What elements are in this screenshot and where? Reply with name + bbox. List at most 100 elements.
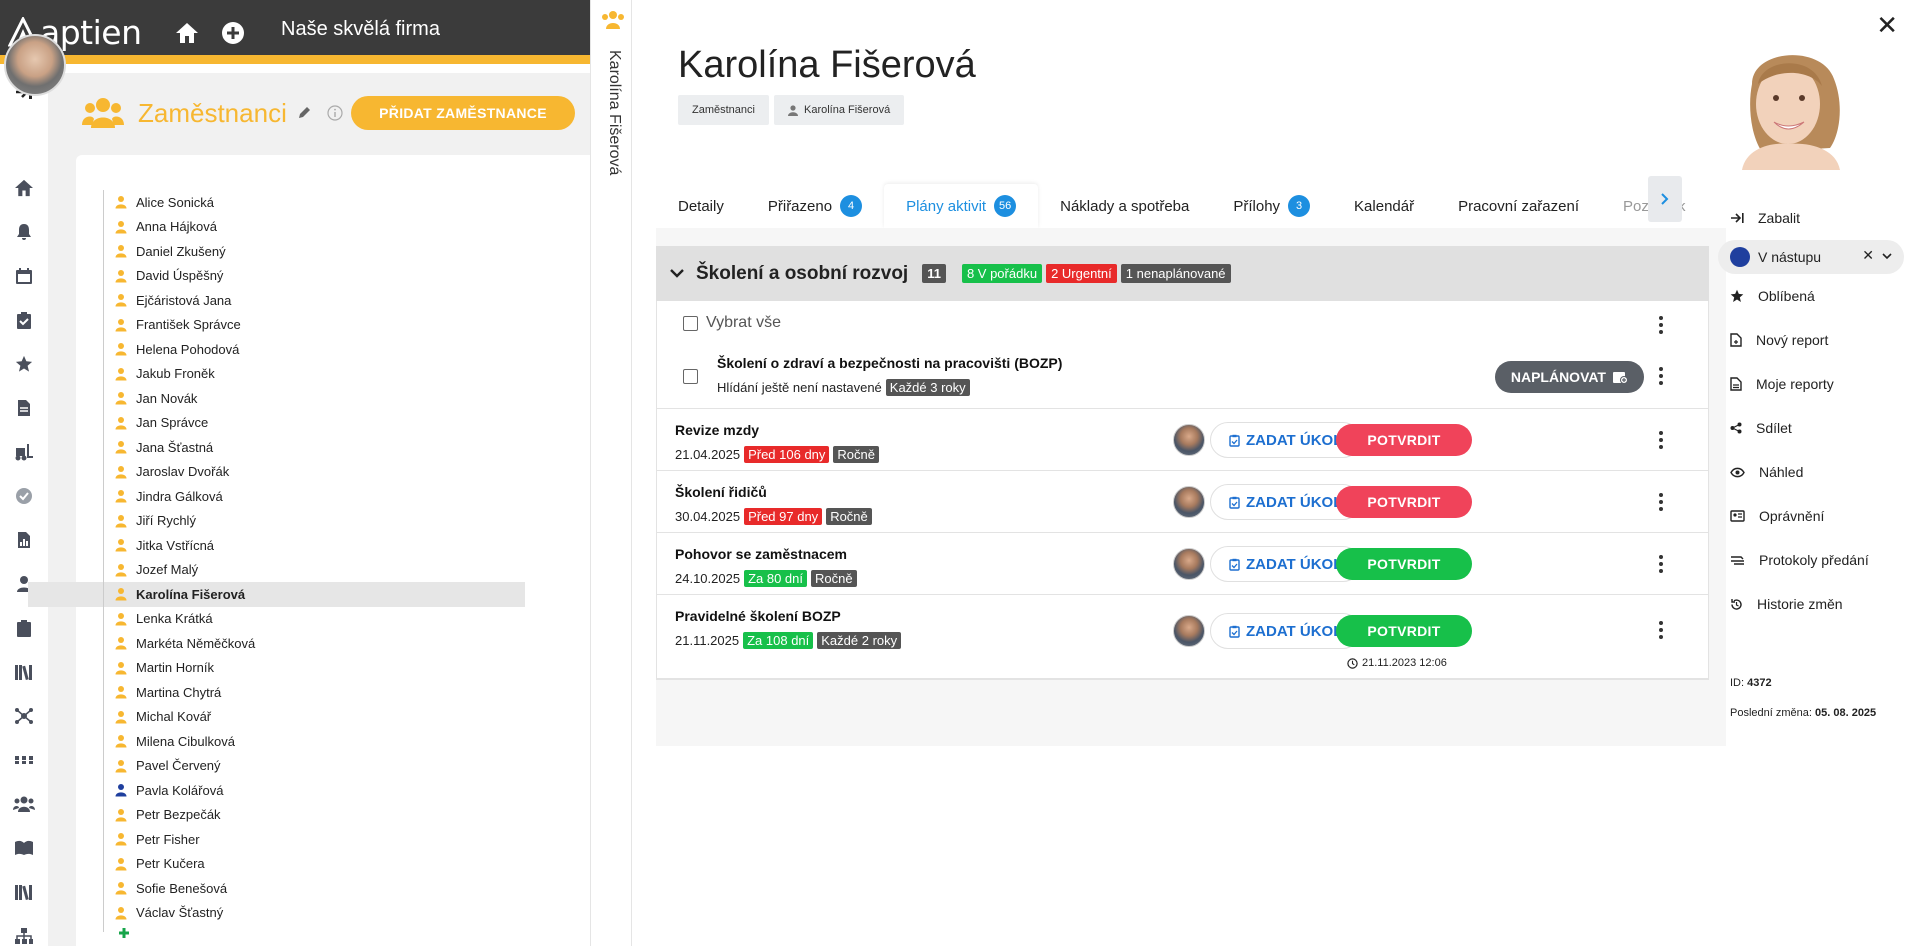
assign-task-button[interactable]: ZADAT ÚKOL (1210, 546, 1362, 582)
responsible-avatar[interactable] (1173, 424, 1205, 456)
confirm-button[interactable]: POTVRDIT (1336, 424, 1472, 456)
employee-list-item[interactable]: Jan Správce (28, 411, 525, 436)
my-reports-action[interactable]: Moje reporty (1710, 362, 1890, 406)
handover-protocols-action[interactable]: Protokoly předání (1710, 538, 1890, 582)
book-open-icon[interactable] (13, 837, 35, 859)
tab-calendar[interactable]: Kalendář (1354, 197, 1415, 215)
current-user-avatar[interactable] (4, 34, 66, 96)
employee-list-item[interactable]: Jindra Gálková (28, 484, 525, 509)
share-action[interactable]: Sdílet (1710, 406, 1890, 450)
close-icon[interactable]: ✕ (1876, 10, 1898, 40)
home-nav-icon[interactable] (13, 177, 35, 199)
employee-list-item[interactable]: Sofie Benešová (28, 876, 525, 901)
tabs-scroll-right-button[interactable] (1648, 176, 1682, 222)
activity-title[interactable]: Pravidelné školení BOZP (675, 608, 841, 624)
tab-activity-plans[interactable]: Plány aktivit 56 (884, 184, 1039, 228)
employee-list-item[interactable]: Jozef Malý (28, 558, 525, 583)
report-chart-icon[interactable] (13, 529, 35, 551)
more-options-icon[interactable] (1658, 431, 1664, 449)
employee-list-item[interactable]: Martina Chytrá (28, 680, 525, 705)
schedule-button[interactable]: NAPLÁNOVAT (1494, 361, 1644, 393)
employee-list-item[interactable]: Petr Kučera (28, 852, 525, 877)
more-options-icon[interactable] (1658, 493, 1664, 511)
employee-photo[interactable] (1722, 44, 1858, 170)
employee-list-item[interactable]: Petr Fisher (28, 827, 525, 852)
employee-list-item[interactable]: Václav Šťastný (28, 901, 525, 926)
confirm-button[interactable]: POTVRDIT (1336, 615, 1472, 647)
add-circle-icon[interactable] (220, 20, 246, 46)
employee-list-item[interactable]: František Správce (28, 313, 525, 338)
employee-list-item[interactable]: Jiří Rychlý (28, 509, 525, 534)
responsible-avatar[interactable] (1173, 486, 1205, 518)
employee-list-item[interactable]: Daniel Zkušený (28, 239, 525, 264)
employee-list-item[interactable]: Markéta Něměčková (28, 631, 525, 656)
responsible-avatar[interactable] (1173, 615, 1205, 647)
home-icon[interactable] (174, 20, 200, 46)
tab-details[interactable]: Detaily (678, 197, 724, 215)
responsible-avatar[interactable] (1173, 548, 1205, 580)
employee-list-item[interactable]: Martin Horník (28, 656, 525, 681)
employee-list-item[interactable]: Pavla Kolářová (28, 778, 525, 803)
employee-list-item[interactable]: Jan Novák (28, 386, 525, 411)
more-options-icon[interactable] (1658, 316, 1664, 334)
activity-title[interactable]: Školení řidičů (675, 484, 767, 500)
forklift-icon[interactable] (13, 441, 35, 463)
document-icon[interactable] (13, 397, 35, 419)
more-options-icon[interactable] (1658, 555, 1664, 573)
breadcrumb-item-employee[interactable]: Karolína Fišerová (773, 95, 905, 125)
activity-title[interactable]: Školení o zdraví a bezpečnosti na pracov… (717, 355, 1063, 371)
tab-assigned[interactable]: Přiřazeno 4 (746, 184, 884, 228)
section-header[interactable]: Školení a osobní rozvoj 11 8 V pořádku 2… (656, 246, 1709, 301)
books-icon[interactable] (13, 881, 35, 903)
wrap-action[interactable]: Zabalit (1710, 196, 1890, 240)
collapsed-record-tab[interactable]: Karolína Fišerová (590, 0, 632, 946)
confirm-button[interactable]: POTVRDIT (1336, 548, 1472, 580)
bell-icon[interactable] (13, 221, 35, 243)
new-report-action[interactable]: Nový report (1710, 318, 1890, 362)
edit-pencil-icon[interactable] (297, 106, 311, 120)
employee-list-item[interactable]: Jitka Vstřícná (28, 533, 525, 558)
activity-title[interactable]: Pohovor se zaměstnacem (675, 546, 847, 562)
more-options-icon[interactable] (1658, 367, 1664, 385)
employee-list-item[interactable]: Karolína Fišerová (28, 582, 525, 607)
status-select[interactable]: V nástupu ✕ (1718, 240, 1904, 274)
star-icon[interactable] (13, 353, 35, 375)
employee-list-item[interactable]: Ejčáristová Jana (28, 288, 525, 313)
employee-list-item[interactable]: Helena Pohodová (28, 337, 525, 362)
add-employee-button[interactable]: PŘIDAT ZAMĚSTNANCE (351, 96, 575, 130)
employee-list-item[interactable]: Alice Sonická (28, 190, 525, 215)
info-icon[interactable] (327, 105, 343, 121)
check-circle-icon[interactable] (13, 485, 35, 507)
clear-status-icon[interactable]: ✕ (1862, 247, 1874, 263)
network-icon[interactable] (13, 705, 35, 727)
library-icon[interactable] (13, 661, 35, 683)
more-options-icon[interactable] (1658, 621, 1664, 639)
activity-title[interactable]: Revize mzdy (675, 422, 760, 438)
clipboard-check-icon[interactable] (13, 309, 35, 331)
tab-job-position[interactable]: Pracovní zařazení (1458, 197, 1579, 215)
permissions-action[interactable]: Oprávnění (1710, 494, 1890, 538)
employee-list-item[interactable]: Lenka Krátká (28, 607, 525, 632)
company-name[interactable]: Naše skvělá firma (281, 18, 440, 40)
team-icon[interactable] (13, 793, 35, 815)
employee-list-item[interactable]: Milena Cibulková (28, 729, 525, 754)
assign-task-button[interactable]: ZADAT ÚKOL (1210, 422, 1362, 458)
employee-list-item[interactable]: David Úspěšný (28, 264, 525, 289)
select-all-checkbox[interactable] (683, 315, 698, 331)
org-chart-icon[interactable] (13, 925, 35, 946)
change-history-action[interactable]: Historie změn (1710, 582, 1890, 626)
breadcrumb-item-employees[interactable]: Zaměstnanci (678, 95, 769, 125)
tab-costs[interactable]: Náklady a spotřeba (1060, 197, 1190, 215)
favorite-action[interactable]: Oblíbená (1710, 274, 1890, 318)
employee-list-item[interactable]: Pavel Červený (28, 754, 525, 779)
employee-list-item[interactable]: Jaroslav Dvořák (28, 460, 525, 485)
chevron-down-icon[interactable] (670, 268, 684, 279)
employee-list-item[interactable]: Petr Bezpečák (28, 803, 525, 828)
preview-action[interactable]: Náhled (1710, 450, 1890, 494)
apps-grid-icon[interactable] (13, 749, 35, 771)
tab-attachments[interactable]: Přílohy 3 (1211, 184, 1332, 228)
assign-task-button[interactable]: ZADAT ÚKOL (1210, 484, 1362, 520)
employee-list-item[interactable]: Jana Šťastná (28, 435, 525, 460)
confirm-button[interactable]: POTVRDIT (1336, 486, 1472, 518)
user-icon[interactable] (13, 573, 35, 595)
